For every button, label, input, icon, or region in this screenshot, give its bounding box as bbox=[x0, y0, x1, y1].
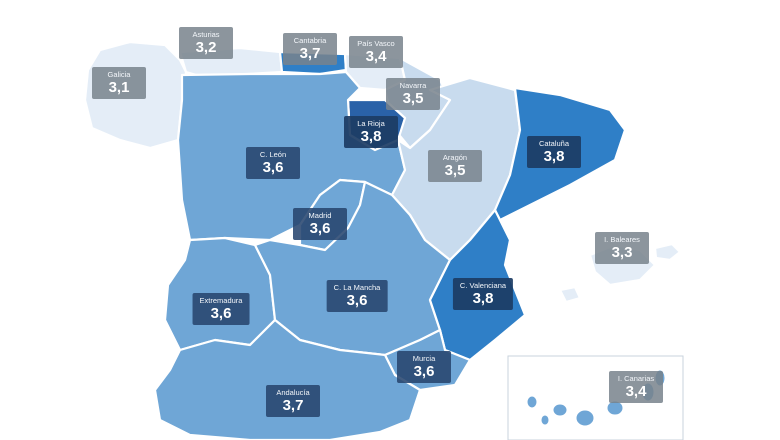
label-cantabria: Cantabria 3,7 bbox=[283, 33, 337, 65]
label-la-rioja: La Rioja 3,8 bbox=[344, 116, 398, 148]
label-i-baleares: I. Baleares 3,3 bbox=[595, 232, 649, 264]
label-cataluna: Cataluña 3,8 bbox=[527, 136, 581, 168]
label-andalucia: Andalucía 3,7 bbox=[266, 385, 320, 417]
region-i-baleares-ibiza bbox=[558, 285, 582, 304]
region-i-baleares-menorca bbox=[653, 242, 682, 262]
label-madrid: Madrid 3,6 bbox=[293, 208, 347, 240]
canarias-inset-frame bbox=[507, 355, 684, 440]
label-i-canarias: I. Canarias 3,4 bbox=[609, 371, 663, 403]
label-c-valenciana: C. Valenciana 3,8 bbox=[452, 278, 514, 310]
label-c-la-mancha: C. La Mancha 3,6 bbox=[326, 280, 388, 312]
region-andalucia[interactable] bbox=[153, 318, 422, 440]
label-asturias: Asturias 3,2 bbox=[179, 27, 233, 59]
label-c-leon: C. León 3,6 bbox=[246, 147, 300, 179]
label-murcia: Murcia 3,6 bbox=[397, 351, 451, 383]
label-galicia: Galicia 3,1 bbox=[92, 67, 146, 99]
label-pais-vasco: País Vasco 3,4 bbox=[349, 36, 403, 68]
label-extremadura: Extremadura 3,6 bbox=[192, 293, 250, 325]
label-navarra: Navarra 3,5 bbox=[386, 78, 440, 110]
label-aragon: Aragón 3,5 bbox=[428, 150, 482, 182]
